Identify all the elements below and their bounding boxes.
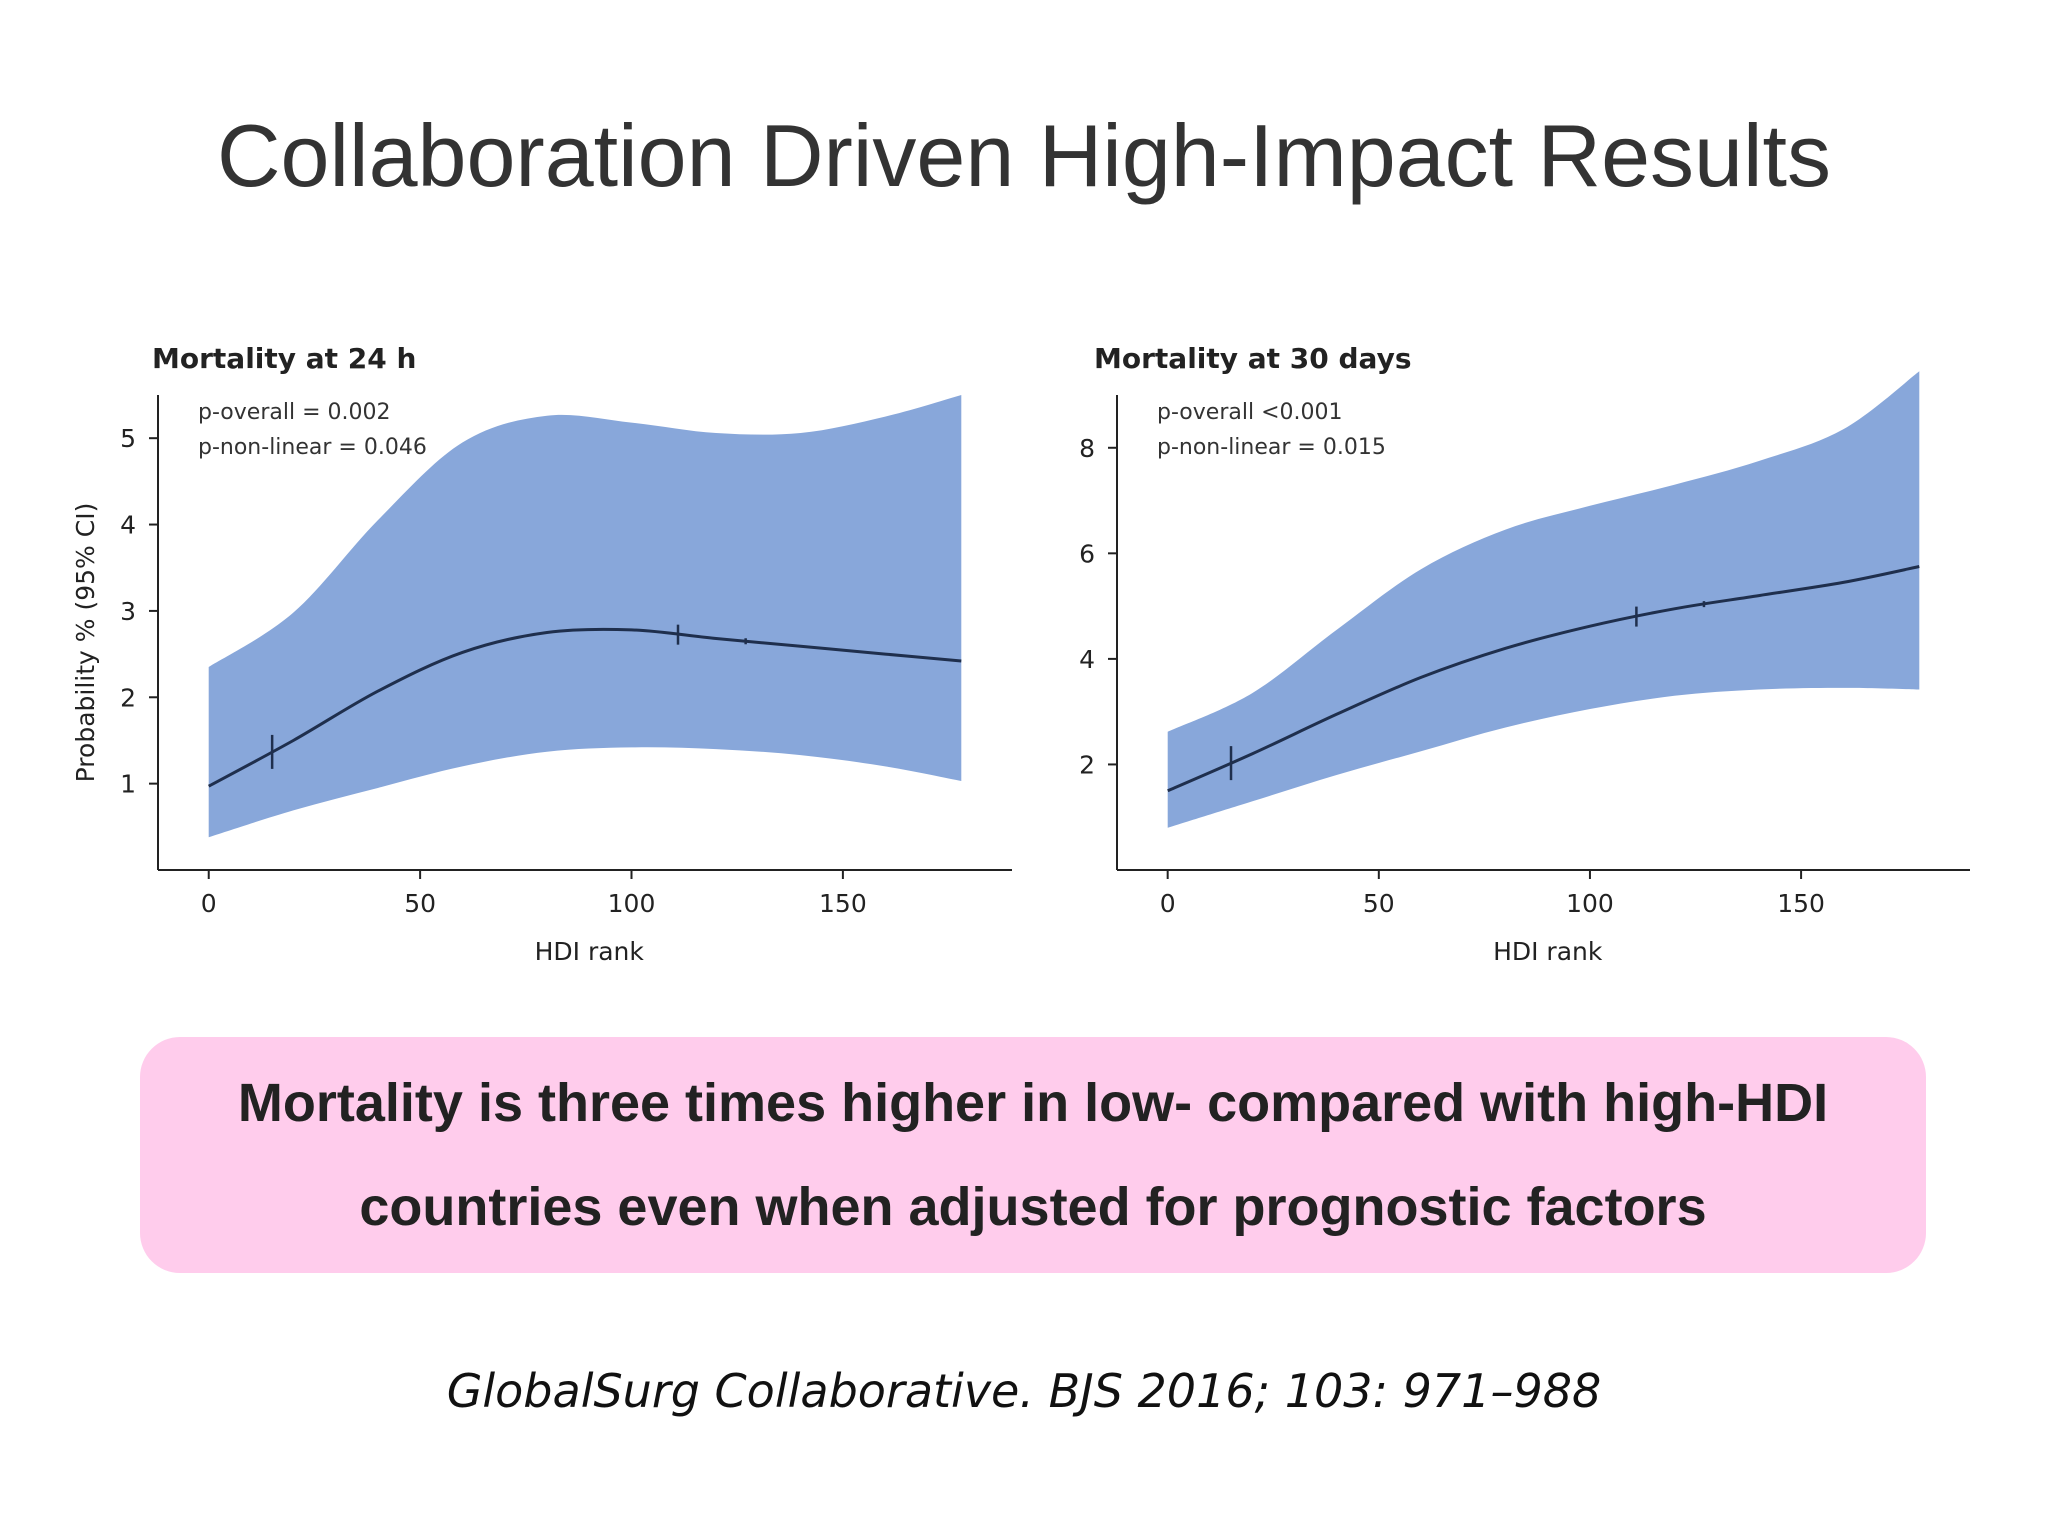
p-value-annotation: p-non-linear = 0.046	[198, 435, 427, 460]
y-tick-label: 6	[1079, 539, 1095, 568]
x-axis-label: HDI rank	[1493, 937, 1603, 966]
x-tick-label: 0	[201, 889, 217, 918]
y-tick-label: 1	[120, 770, 136, 799]
p-value-annotation: p-overall = 0.002	[198, 400, 390, 425]
y-axis-label: Probability % (95% CI)	[71, 503, 100, 783]
p-value-annotation: p-overall <0.001	[1157, 400, 1343, 425]
x-tick-label: 100	[1566, 889, 1614, 918]
x-tick-label: 50	[1363, 889, 1395, 918]
x-tick-label: 50	[404, 889, 436, 918]
chart-1: Mortality at 24 h 0 50 100 150 1 2 3 4 5 HDI rank P…	[71, 342, 1012, 966]
callout-line-1: Mortality is three times higher in low- …	[237, 1073, 1829, 1133]
estimate-line	[207, 627, 962, 788]
y-tick-label: 4	[120, 511, 136, 540]
y-tick-label: 3	[120, 597, 136, 626]
y-tick-label: 4	[1079, 645, 1095, 674]
callout-line-2: countries even when adjusted for prognos…	[359, 1177, 1707, 1237]
callout-box: Mortality is three times higher in low- …	[140, 1037, 1926, 1273]
x-tick-label: 100	[608, 889, 656, 918]
chart-2: Mortality at 30 days 0 50 100 150 2 4 6 8 HDI ran…	[1079, 342, 1970, 966]
x-tick-label: 150	[1777, 889, 1825, 918]
y-tick-label: 5	[120, 424, 136, 453]
ci-band	[208, 395, 962, 838]
x-axis-label: HDI rank	[535, 937, 645, 966]
citation: GlobalSurg Collaborative. BJS 2016; 103:…	[446, 1364, 1602, 1418]
y-tick-label: 8	[1079, 434, 1095, 463]
chart-title: Mortality at 24 h	[152, 342, 416, 375]
y-tick-label: 2	[1079, 750, 1095, 779]
y-tick-label: 2	[120, 683, 136, 712]
x-tick-label: 150	[819, 889, 867, 918]
estimate-line	[1167, 565, 1920, 793]
x-tick-label: 0	[1160, 889, 1176, 918]
chart-title: Mortality at 30 days	[1094, 342, 1412, 375]
p-value-annotation: p-non-linear = 0.015	[1157, 435, 1386, 460]
slide-title: Collaboration Driven High-Impact Results	[217, 106, 1831, 205]
ci-band	[1167, 371, 1920, 828]
